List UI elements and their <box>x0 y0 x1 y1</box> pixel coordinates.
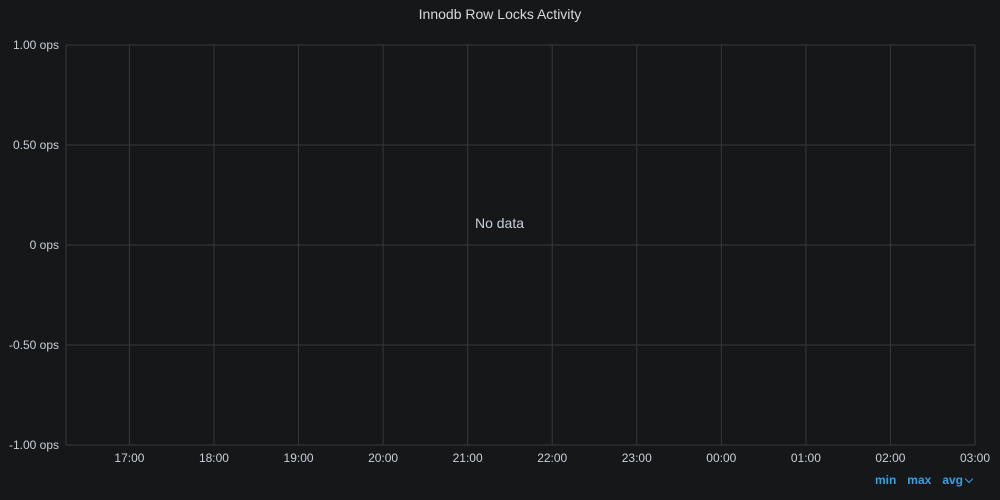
x-tick-label: 02:00 <box>875 451 905 465</box>
legend-max-button[interactable]: max <box>907 473 932 487</box>
x-tick-label: 21:00 <box>453 451 483 465</box>
y-tick-label: -1.00 ops <box>9 438 59 452</box>
x-tick-label: 03:00 <box>960 451 990 465</box>
y-axis: 1.00 ops 0.50 ops 0 ops -0.50 ops -1.00 ops <box>9 38 59 452</box>
legend-min-button[interactable]: min <box>874 473 897 487</box>
y-tick-label: 0 ops <box>30 238 59 252</box>
x-tick-label: 18:00 <box>199 451 229 465</box>
legend-sort-controls: min max avg <box>874 473 974 487</box>
legend-avg-button[interactable]: avg <box>942 473 974 487</box>
x-tick-label: 19:00 <box>284 451 314 465</box>
x-tick-label: 01:00 <box>791 451 821 465</box>
x-tick-label: 17:00 <box>114 451 144 465</box>
grid-layer <box>65 44 976 446</box>
panel-title[interactable]: Innodb Row Locks Activity <box>418 6 582 22</box>
no-data-message: No data <box>475 215 524 231</box>
y-tick-label: 0.50 ops <box>13 138 59 152</box>
y-tick-label: 1.00 ops <box>13 38 59 52</box>
x-tick-label: 00:00 <box>706 451 736 465</box>
x-axis: 17:00 18:00 19:00 20:00 21:00 22:00 23:00 00:00… <box>114 451 990 465</box>
x-tick-label: 23:00 <box>622 451 652 465</box>
x-tick-label: 20:00 <box>368 451 398 465</box>
chevron-down-icon <box>964 474 974 483</box>
x-tick-label: 22:00 <box>537 451 567 465</box>
y-tick-label: -0.50 ops <box>9 338 59 352</box>
legend-avg-label: avg <box>942 473 963 487</box>
